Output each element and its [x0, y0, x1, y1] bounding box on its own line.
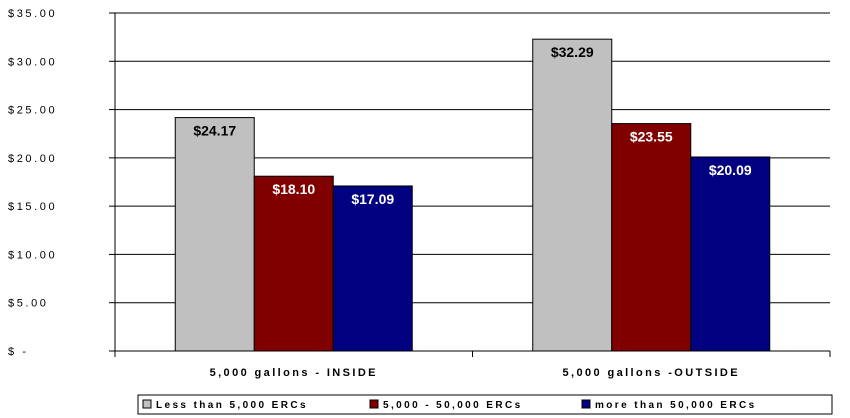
x-category-label: 5,000 gallons -OUTSIDE [562, 367, 740, 379]
data-label: $17.09 [351, 191, 394, 207]
y-tick-label: $10.00 [8, 249, 57, 261]
y-tick-label: $25.00 [8, 105, 57, 117]
x-category-label: 5,000 gallons - INSIDE [210, 367, 378, 379]
data-label: $20.09 [709, 162, 752, 178]
bar [253, 175, 334, 352]
bar [611, 123, 692, 352]
legend-swatch [369, 399, 379, 409]
legend-label: Less than 5,000 ERCs [156, 400, 308, 411]
data-label: $23.55 [630, 129, 673, 145]
y-tick-label: $ - [8, 346, 29, 358]
y-tick-label: $30.00 [8, 56, 57, 68]
legend-swatch [142, 399, 152, 409]
data-label: $24.17 [193, 123, 236, 139]
legend-label: 5,000 - 50,000 ERCs [383, 400, 523, 411]
y-tick-label: $5.00 [8, 298, 49, 310]
legend-label: more than 50,000 ERCs [595, 400, 757, 411]
legend-box [137, 394, 833, 415]
data-label: $32.29 [551, 44, 594, 60]
bar [174, 117, 255, 352]
y-tick-label: $20.00 [8, 153, 57, 165]
data-label: $18.10 [272, 181, 315, 197]
bar [332, 185, 413, 352]
y-tick-label: $35.00 [8, 8, 57, 20]
y-tick-label: $15.00 [8, 201, 57, 213]
legend-swatch [581, 399, 591, 409]
bar [690, 156, 771, 352]
bar [532, 38, 613, 352]
legend: Less than 5,000 ERCs 5,000 - 50,000 ERCs m… [137, 394, 833, 415]
